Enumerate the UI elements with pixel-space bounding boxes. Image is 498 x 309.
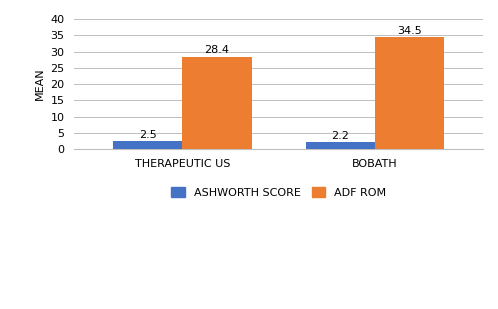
Bar: [306, 142, 375, 149]
Bar: [375, 37, 444, 149]
Bar: [113, 141, 182, 149]
Bar: [182, 57, 251, 149]
Text: 28.4: 28.4: [205, 45, 230, 55]
Legend: ASHWORTH SCORE, ADF ROM: ASHWORTH SCORE, ADF ROM: [167, 183, 390, 202]
Text: 2.5: 2.5: [139, 130, 156, 140]
Text: 2.2: 2.2: [331, 131, 349, 141]
Text: 34.5: 34.5: [397, 26, 422, 36]
Y-axis label: MEAN: MEAN: [35, 68, 45, 100]
